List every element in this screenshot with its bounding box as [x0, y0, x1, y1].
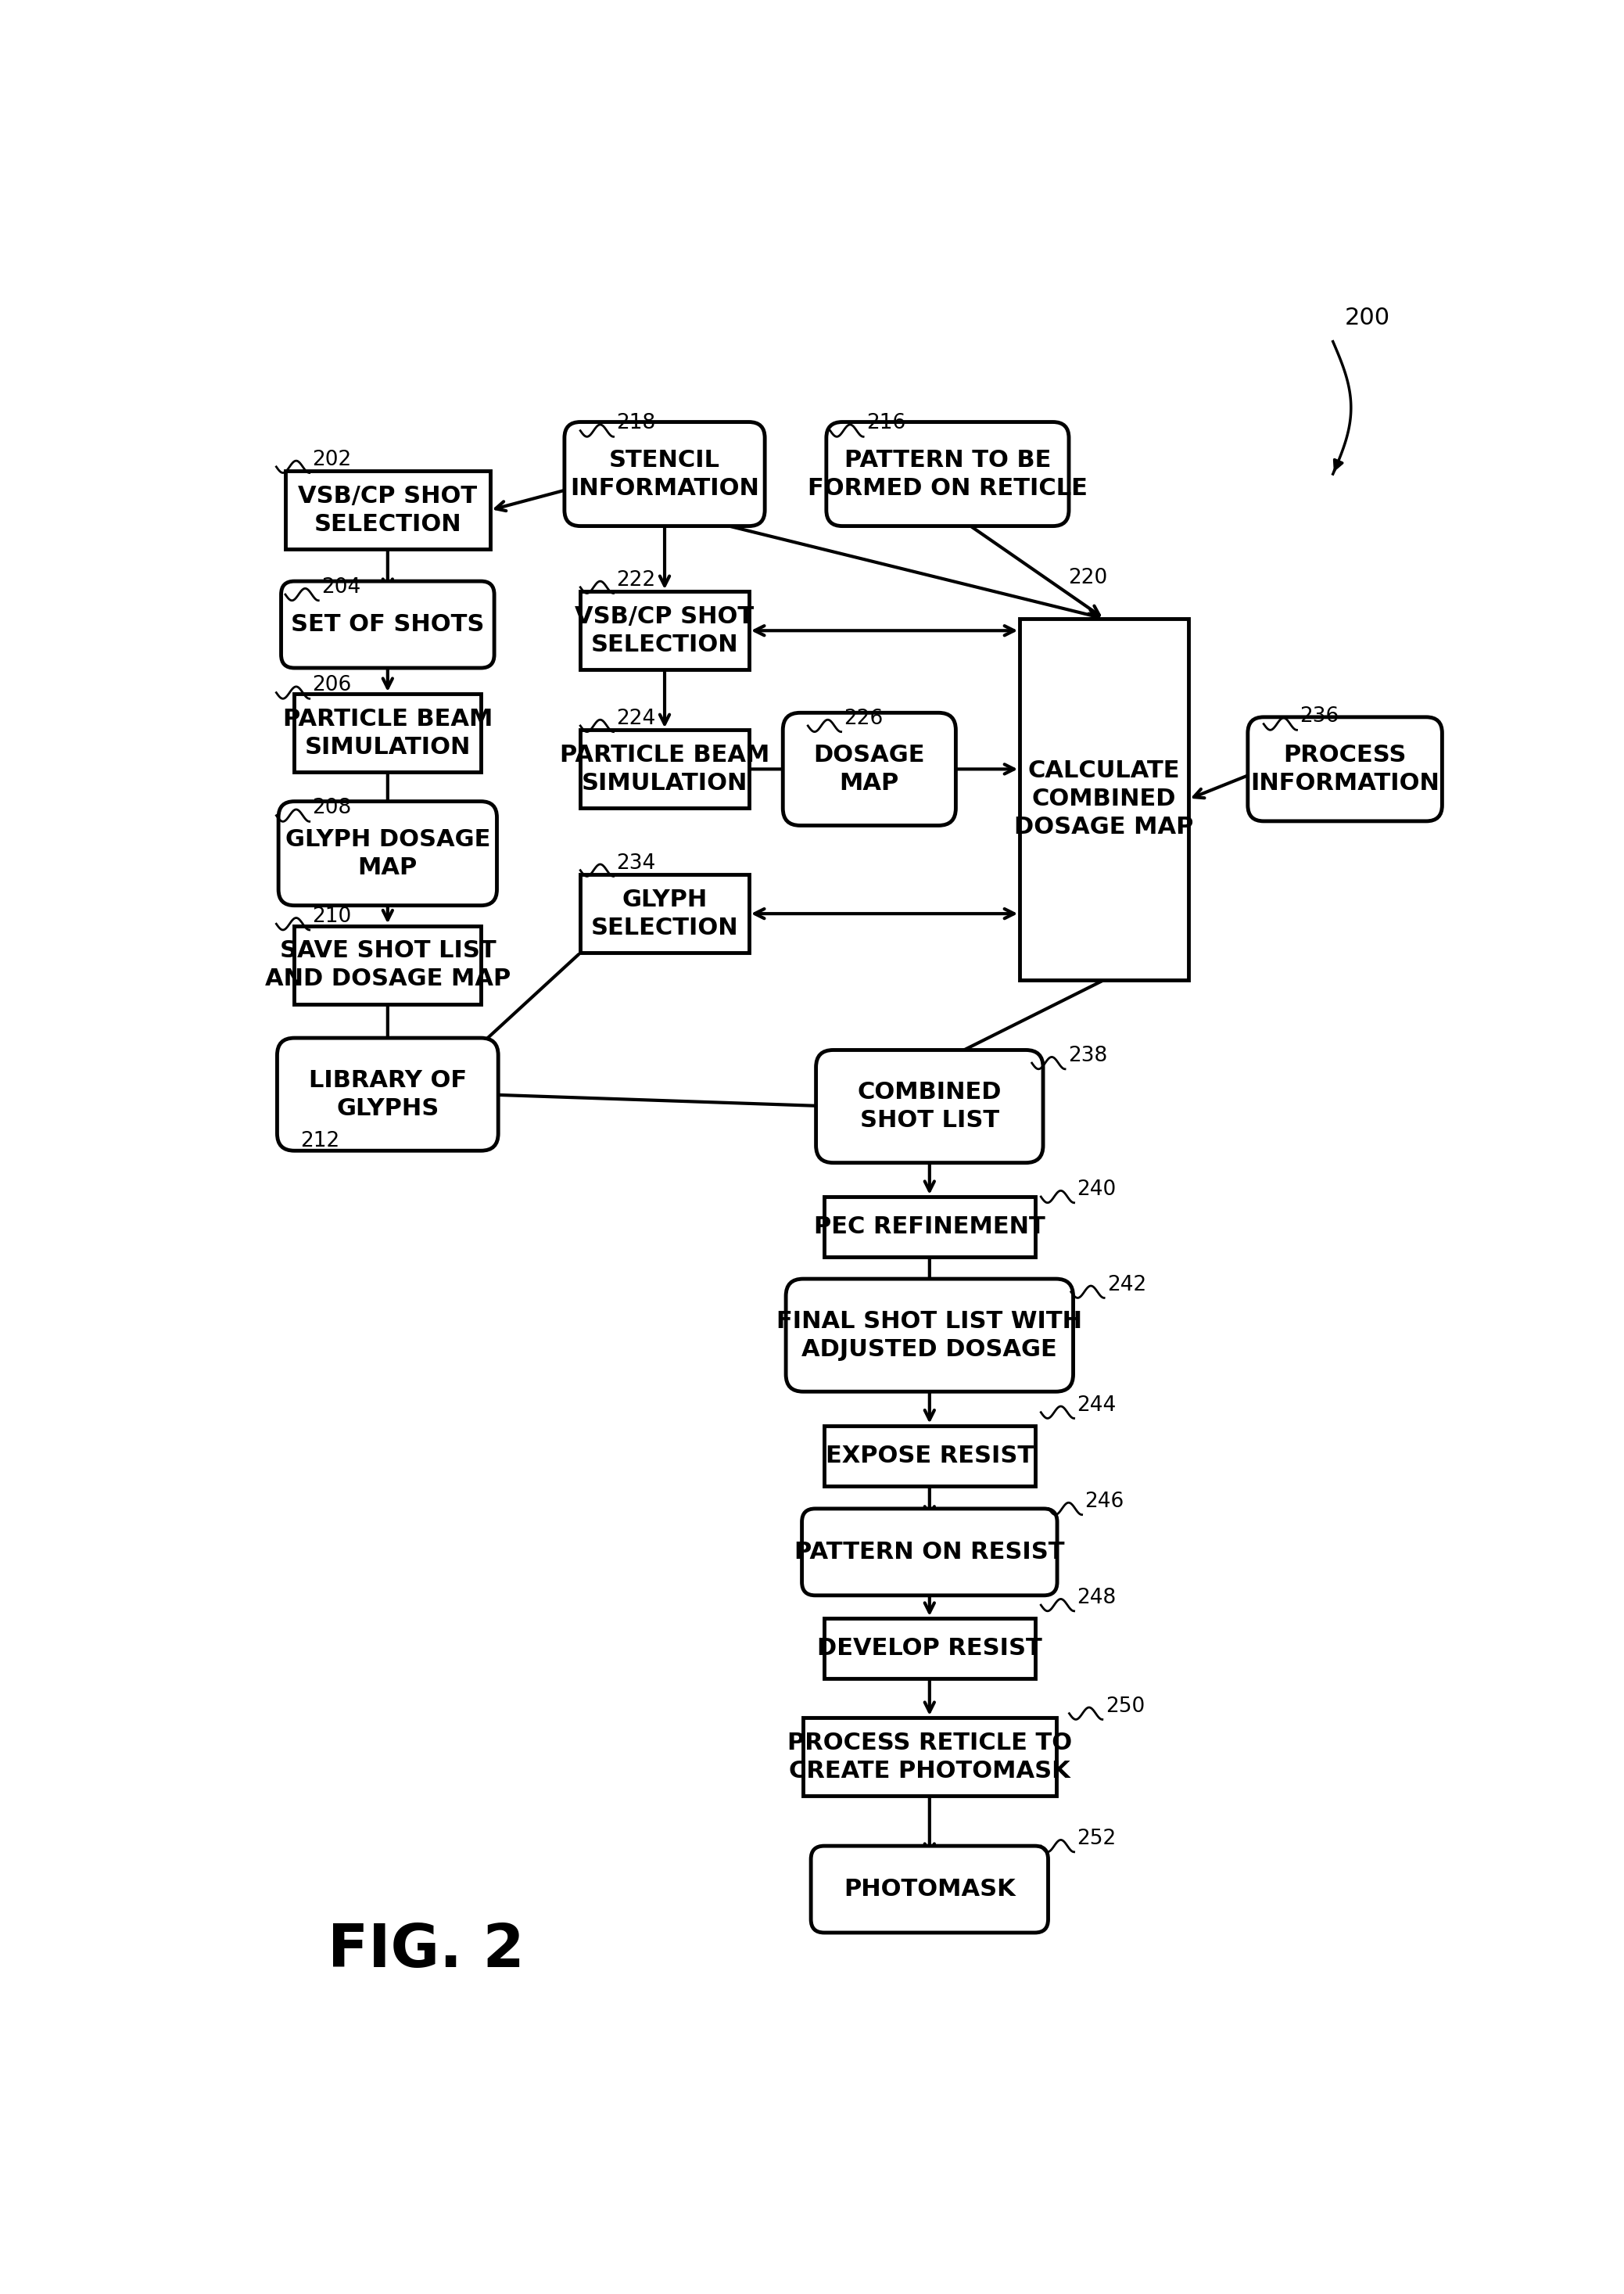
Text: 222: 222: [617, 569, 656, 590]
Text: VSB/CP SHOT
SELECTION: VSB/CP SHOT SELECTION: [299, 484, 477, 535]
Text: 202: 202: [312, 450, 352, 470]
FancyBboxPatch shape: [827, 422, 1069, 525]
Text: 234: 234: [617, 853, 656, 874]
Text: 250: 250: [1106, 1695, 1145, 1716]
Text: 204: 204: [322, 578, 361, 596]
Text: CALCULATE
COMBINED
DOSAGE MAP: CALCULATE COMBINED DOSAGE MAP: [1015, 759, 1194, 840]
Text: 236: 236: [1299, 707, 1340, 727]
FancyBboxPatch shape: [804, 1718, 1056, 1796]
FancyBboxPatch shape: [786, 1278, 1073, 1392]
Text: SET OF SHOTS: SET OF SHOTS: [291, 612, 484, 635]
Text: STENCIL
INFORMATION: STENCIL INFORMATION: [570, 450, 758, 500]
Text: 206: 206: [312, 674, 352, 695]
Text: 240: 240: [1077, 1179, 1116, 1200]
FancyBboxPatch shape: [815, 1051, 1043, 1163]
FancyBboxPatch shape: [783, 713, 957, 826]
Text: PROCESS
INFORMATION: PROCESS INFORMATION: [1250, 743, 1439, 794]
Text: 218: 218: [617, 413, 656, 434]
Text: 220: 220: [1069, 569, 1108, 590]
Text: 216: 216: [866, 413, 906, 434]
FancyBboxPatch shape: [278, 1037, 499, 1152]
Text: FINAL SHOT LIST WITH
ADJUSTED DOSAGE: FINAL SHOT LIST WITH ADJUSTED DOSAGE: [776, 1310, 1082, 1360]
Text: PROCESS RETICLE TO
CREATE PHOTOMASK: PROCESS RETICLE TO CREATE PHOTOMASK: [788, 1732, 1072, 1782]
Text: COMBINED
SHOT LIST: COMBINED SHOT LIST: [857, 1080, 1002, 1131]
FancyBboxPatch shape: [281, 580, 494, 668]
Text: 200: 200: [1345, 307, 1390, 330]
FancyBboxPatch shape: [1247, 718, 1442, 821]
Text: 224: 224: [617, 709, 656, 729]
FancyBboxPatch shape: [565, 422, 765, 525]
Text: PARTICLE BEAM
SIMULATION: PARTICLE BEAM SIMULATION: [560, 743, 770, 794]
FancyBboxPatch shape: [802, 1509, 1057, 1594]
Text: EXPOSE RESIST: EXPOSE RESIST: [825, 1445, 1033, 1468]
FancyBboxPatch shape: [823, 1425, 1034, 1487]
FancyBboxPatch shape: [823, 1617, 1034, 1679]
FancyBboxPatch shape: [278, 801, 497, 906]
Text: 242: 242: [1108, 1275, 1147, 1294]
Text: LIBRARY OF
GLYPHS: LIBRARY OF GLYPHS: [309, 1069, 466, 1119]
Text: 244: 244: [1077, 1395, 1116, 1415]
FancyBboxPatch shape: [286, 470, 490, 548]
Text: 226: 226: [844, 709, 883, 729]
FancyBboxPatch shape: [580, 729, 749, 807]
FancyBboxPatch shape: [810, 1847, 1047, 1932]
Text: PATTERN ON RESIST: PATTERN ON RESIST: [794, 1542, 1065, 1565]
FancyBboxPatch shape: [1020, 619, 1189, 980]
Text: SAVE SHOT LIST
AND DOSAGE MAP: SAVE SHOT LIST AND DOSAGE MAP: [265, 941, 510, 991]
Text: 210: 210: [312, 906, 352, 927]
Text: 238: 238: [1069, 1046, 1108, 1067]
Text: VSB/CP SHOT
SELECTION: VSB/CP SHOT SELECTION: [575, 606, 754, 656]
Text: DOSAGE
MAP: DOSAGE MAP: [814, 743, 926, 794]
FancyBboxPatch shape: [294, 927, 481, 1005]
Text: 248: 248: [1077, 1587, 1116, 1608]
Text: PATTERN TO BE
FORMED ON RETICLE: PATTERN TO BE FORMED ON RETICLE: [807, 450, 1088, 500]
Text: PEC REFINEMENT: PEC REFINEMENT: [814, 1216, 1046, 1239]
Text: GLYPH DOSAGE
MAP: GLYPH DOSAGE MAP: [286, 828, 490, 879]
Text: 252: 252: [1077, 1828, 1116, 1849]
FancyBboxPatch shape: [580, 592, 749, 670]
FancyBboxPatch shape: [823, 1197, 1034, 1257]
Text: 246: 246: [1085, 1491, 1124, 1512]
Text: DEVELOP RESIST: DEVELOP RESIST: [817, 1638, 1043, 1661]
Text: FIG. 2: FIG. 2: [328, 1922, 525, 1980]
FancyBboxPatch shape: [294, 693, 481, 773]
Text: 208: 208: [312, 798, 352, 819]
Text: 212: 212: [300, 1131, 339, 1152]
Text: PHOTOMASK: PHOTOMASK: [843, 1879, 1015, 1902]
FancyBboxPatch shape: [580, 874, 749, 952]
Text: PARTICLE BEAM
SIMULATION: PARTICLE BEAM SIMULATION: [283, 707, 492, 759]
Text: GLYPH
SELECTION: GLYPH SELECTION: [591, 888, 739, 938]
